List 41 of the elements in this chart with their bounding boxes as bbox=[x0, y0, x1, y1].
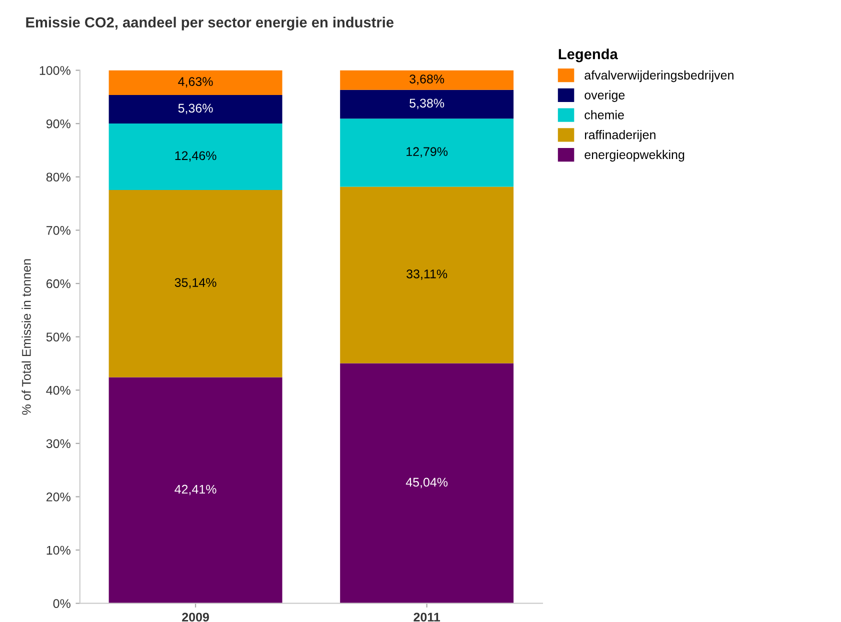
data-label: 12,79% bbox=[406, 147, 448, 158]
y-tick-label: 80% bbox=[46, 172, 70, 182]
data-label: 45,04% bbox=[406, 478, 448, 488]
chart-title: Emissie CO2, aandeel per sector energie en industrie bbox=[26, 16, 394, 30]
bar bbox=[340, 70, 514, 90]
y-tick-label: 0% bbox=[53, 599, 70, 608]
bar bbox=[340, 186, 514, 364]
y-tick-label: 100% bbox=[40, 66, 70, 75]
y-tick-label: 40% bbox=[46, 386, 70, 395]
data-label: 12,46% bbox=[175, 151, 216, 162]
y-tick-label: 50% bbox=[46, 332, 70, 342]
y-axis-title: % of Total Emissie in tonnen bbox=[22, 259, 31, 415]
data-label: 4,63% bbox=[178, 77, 213, 88]
x-tick-label: 2011 bbox=[414, 612, 440, 622]
y-tick-label: 60% bbox=[46, 279, 70, 288]
legend-title: Legenda bbox=[558, 48, 618, 62]
data-label: 5,38% bbox=[410, 98, 444, 110]
y-tick-label: 90% bbox=[46, 119, 70, 128]
data-label: 33,11% bbox=[406, 270, 448, 280]
y-tick-label: 10% bbox=[46, 546, 70, 555]
data-label: 35,14% bbox=[174, 278, 216, 288]
legend-label: afvalverwijderingsbedrijven bbox=[584, 70, 734, 82]
y-tick-label: 70% bbox=[46, 226, 70, 235]
data-label: 42,41% bbox=[174, 484, 216, 496]
legend-label: energieopwekking bbox=[584, 150, 684, 162]
bar bbox=[340, 118, 514, 187]
y-tick-label: 30% bbox=[46, 439, 70, 448]
legend-label: chemie bbox=[584, 110, 624, 120]
bar bbox=[108, 94, 282, 124]
x-tick-label: 2009 bbox=[182, 612, 209, 622]
data-label: 5,36% bbox=[178, 104, 213, 114]
bar bbox=[108, 377, 282, 604]
bar bbox=[108, 124, 282, 190]
data-label: 3,68% bbox=[410, 74, 444, 85]
bar bbox=[108, 70, 282, 95]
bar bbox=[108, 190, 282, 378]
legend-label: overige bbox=[584, 90, 625, 102]
legend-label: raffinaderijen bbox=[584, 130, 656, 142]
bar bbox=[340, 363, 514, 604]
bar bbox=[340, 90, 514, 119]
y-tick-label: 20% bbox=[46, 492, 70, 502]
